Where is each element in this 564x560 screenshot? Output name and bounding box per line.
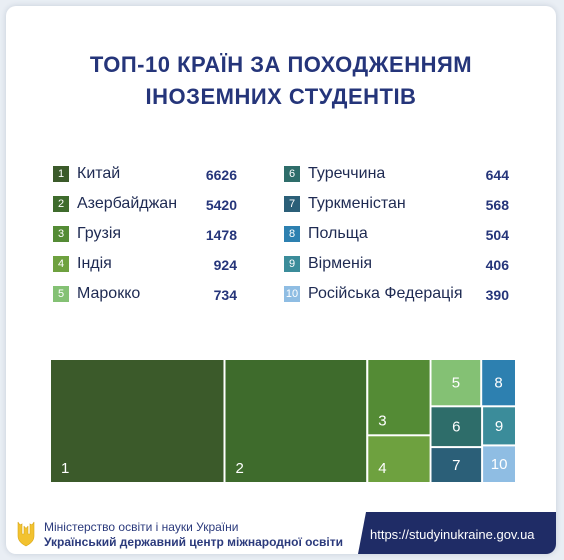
- treemap-cell-label: 8: [494, 375, 502, 392]
- legend-item: 8 Польща 504: [284, 224, 509, 246]
- legend-country-name: Вірменія: [308, 255, 373, 272]
- treemap-cell-label: 10: [491, 456, 508, 473]
- treemap-cell-label: 3: [378, 412, 386, 429]
- treemap-cell-label: 1: [61, 460, 69, 477]
- legend-rank-badge: 1: [53, 166, 69, 182]
- trident-emblem-icon: [17, 521, 35, 547]
- treemap-cell-label: 7: [452, 457, 460, 474]
- url-banner: [358, 512, 556, 554]
- treemap-cell: [51, 360, 224, 482]
- treemap-chart: 1 2 3 4 5 8 6 7 9 10: [51, 360, 515, 482]
- legend-student-count: 5420: [205, 197, 237, 213]
- title-line-1: ТОП-10 КРАЇН ЗА ПОХОДЖЕННЯМ: [89, 52, 473, 77]
- legend-item: 4 Індія 924: [53, 254, 238, 276]
- legend-student-count: 734: [213, 287, 237, 303]
- treemap-cell: [482, 360, 515, 406]
- legend-rank-badge: 8: [284, 226, 300, 242]
- legend-rank-badge: 3: [53, 226, 69, 242]
- legend-student-count: 1478: [205, 227, 237, 243]
- treemap-cell-label: 2: [236, 460, 244, 477]
- infographic-card: ТОП-10 КРАЇН ЗА ПОХОДЖЕННЯМ ІНОЗЕМНИХ СТ…: [6, 6, 556, 554]
- treemap-cell: [431, 360, 481, 406]
- legend-student-count: 504: [485, 227, 509, 243]
- ministry-name: Міністерство освіти і науки України: [44, 520, 239, 534]
- treemap-cell: [368, 436, 430, 482]
- legend-rank-badge: 4: [53, 256, 69, 272]
- legend-rank-badge: 6: [284, 166, 300, 182]
- legend-item: 10 Російська Федерація 390: [284, 284, 509, 306]
- legend-country-name: Туреччина: [308, 165, 386, 182]
- legend-rank-badge: 7: [284, 196, 300, 212]
- legend-item: 7 Туркменістан 568: [284, 194, 509, 216]
- legend-student-count: 406: [485, 257, 509, 273]
- title-line-2: ІНОЗЕМНИХ СТУДЕНТІВ: [145, 84, 417, 109]
- legend-item: 6 Туреччина 644: [284, 164, 509, 186]
- legend-country-name: Польща: [308, 225, 368, 242]
- legend-country-name: Російська Федерація: [308, 285, 463, 302]
- legend-item: 1 Китай 6626: [53, 164, 238, 186]
- legend-student-count: 6626: [205, 167, 237, 183]
- treemap-cell: [431, 448, 482, 482]
- treemap-cell-label: 5: [452, 375, 460, 392]
- treemap-cell: [483, 446, 515, 482]
- legend-student-count: 568: [485, 197, 509, 213]
- treemap-cell: [368, 360, 430, 435]
- legend-rank-badge: 5: [53, 286, 69, 302]
- legend-country-name: Туркменістан: [308, 195, 406, 212]
- legend-country-name: Грузія: [77, 225, 122, 242]
- legend-student-count: 644: [485, 167, 509, 183]
- legend-rank-badge: 10: [284, 286, 300, 302]
- legend-item: 9 Вірменія 406: [284, 254, 509, 276]
- legend-country-name: Азербайджан: [77, 195, 178, 212]
- legend-student-count: 390: [485, 287, 509, 303]
- legend-item: 2 Азербайджан 5420: [53, 194, 238, 216]
- legend-country-name: Марокко: [77, 285, 141, 302]
- treemap-cell: [483, 407, 515, 445]
- treemap-cell-label: 6: [452, 419, 460, 436]
- legend-student-count: 924: [213, 257, 237, 273]
- treemap-cell-label: 4: [378, 460, 386, 477]
- legend-item: 3 Грузія 1478: [53, 224, 238, 246]
- treemap-cell-label: 9: [495, 418, 503, 435]
- footer: Міністерство освіти і науки України Укра…: [6, 510, 556, 554]
- treemap-cell: [431, 407, 482, 447]
- legend-country-name: Китай: [77, 165, 121, 182]
- legend-item: 5 Марокко 734: [53, 284, 238, 306]
- legend-country-name: Індія: [77, 255, 112, 272]
- legend-rank-badge: 9: [284, 256, 300, 272]
- legend-rank-badge: 2: [53, 196, 69, 212]
- center-name: Український державний центр міжнародної …: [44, 535, 343, 549]
- website-link[interactable]: https://studyinukraine.gov.ua: [370, 527, 535, 542]
- treemap-cell: [225, 360, 367, 482]
